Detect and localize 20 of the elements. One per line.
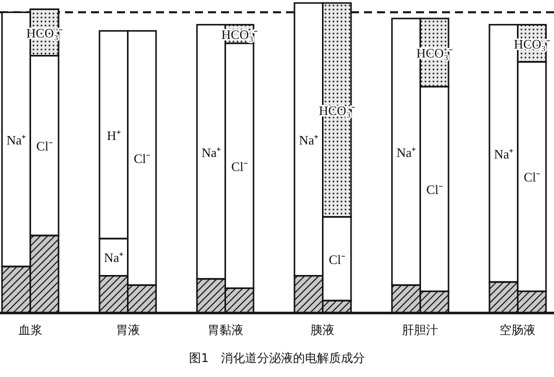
text: 肝胆汁 bbox=[402, 323, 438, 337]
text: Cl⁻ bbox=[36, 138, 53, 154]
text: Na⁺ bbox=[104, 250, 124, 266]
text: 胃液 bbox=[116, 323, 140, 337]
text: Cl⁻ bbox=[328, 252, 346, 267]
text: Na⁺ bbox=[202, 144, 221, 160]
text: Cl⁻ bbox=[426, 182, 443, 197]
text: Na⁺ bbox=[396, 144, 416, 160]
text: Cl⁻ bbox=[231, 158, 248, 174]
text: Na⁺ bbox=[6, 132, 26, 148]
series-label: Cl⁻ bbox=[134, 151, 150, 166]
text: 胰液 bbox=[310, 323, 335, 337]
series-label: Na⁺ bbox=[299, 132, 318, 148]
series-label: H⁺ bbox=[106, 128, 120, 143]
text: 空肠液 bbox=[500, 323, 536, 337]
text: Na⁺ bbox=[494, 146, 514, 162]
text: 胃黏液 bbox=[207, 323, 244, 337]
text: Cl⁻ bbox=[524, 170, 540, 185]
text: 图1 消化道分泌液的电解质成分 bbox=[189, 351, 365, 365]
text: 血浆 bbox=[18, 323, 42, 337]
